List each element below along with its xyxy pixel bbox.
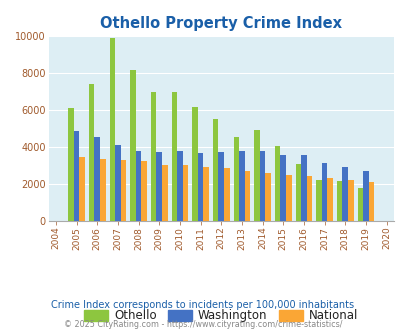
Bar	[342, 167, 347, 221]
Bar	[301, 155, 306, 221]
Bar	[156, 152, 162, 221]
Bar	[347, 181, 353, 221]
Bar	[239, 151, 244, 221]
Bar	[120, 160, 126, 221]
Bar	[326, 178, 332, 221]
Bar	[203, 167, 209, 221]
Title: Othello Property Crime Index: Othello Property Crime Index	[100, 16, 341, 31]
Bar	[151, 92, 156, 221]
Bar	[192, 108, 197, 221]
Bar	[115, 145, 120, 221]
Bar	[254, 130, 259, 221]
Bar	[265, 173, 270, 221]
Bar	[224, 168, 229, 221]
Bar	[171, 92, 177, 221]
Bar	[233, 137, 239, 221]
Bar	[197, 153, 203, 221]
Bar	[141, 161, 147, 221]
Bar	[162, 165, 167, 221]
Bar	[89, 84, 94, 221]
Bar	[130, 71, 136, 221]
Bar	[295, 164, 301, 221]
Bar	[212, 118, 218, 221]
Bar	[79, 157, 85, 221]
Bar	[368, 182, 373, 221]
Legend: Othello, Washington, National: Othello, Washington, National	[79, 305, 362, 327]
Bar	[357, 188, 362, 221]
Bar	[321, 163, 326, 221]
Text: Crime Index corresponds to incidents per 100,000 inhabitants: Crime Index corresponds to incidents per…	[51, 300, 354, 310]
Bar	[244, 171, 250, 221]
Bar	[177, 151, 182, 221]
Text: © 2025 CityRating.com - https://www.cityrating.com/crime-statistics/: © 2025 CityRating.com - https://www.city…	[64, 319, 341, 329]
Bar	[259, 151, 265, 221]
Bar	[306, 176, 311, 221]
Bar	[109, 38, 115, 221]
Bar	[94, 137, 100, 221]
Bar	[274, 146, 280, 221]
Bar	[100, 159, 105, 221]
Bar	[362, 171, 368, 221]
Bar	[136, 151, 141, 221]
Bar	[280, 155, 286, 221]
Bar	[68, 108, 74, 221]
Bar	[74, 131, 79, 221]
Bar	[286, 175, 291, 221]
Bar	[336, 182, 342, 221]
Bar	[218, 152, 224, 221]
Bar	[182, 165, 188, 221]
Bar	[315, 181, 321, 221]
